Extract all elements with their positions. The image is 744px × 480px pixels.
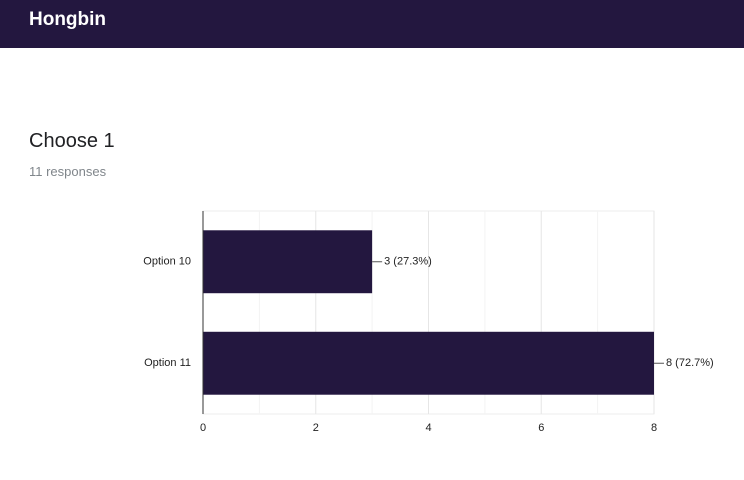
response-count: 11 responses: [29, 164, 107, 179]
y-tick-label: Option 11: [144, 357, 191, 369]
x-tick-label: 8: [651, 422, 657, 434]
x-tick-label: 6: [538, 422, 544, 434]
x-tick-label: 4: [425, 422, 431, 434]
x-tick-label: 2: [313, 422, 319, 434]
bar: [203, 230, 373, 294]
x-tick-label: 0: [200, 422, 206, 434]
question-title: Choose 1: [29, 130, 115, 152]
y-tick-label: Option 10: [143, 256, 191, 268]
bar: [203, 331, 654, 395]
header-title: Hongbin: [29, 9, 107, 30]
value-label: 3 (27.3%): [384, 256, 432, 268]
value-label: 8 (72.7%): [666, 357, 714, 369]
header: Hongbin: [0, 0, 744, 48]
